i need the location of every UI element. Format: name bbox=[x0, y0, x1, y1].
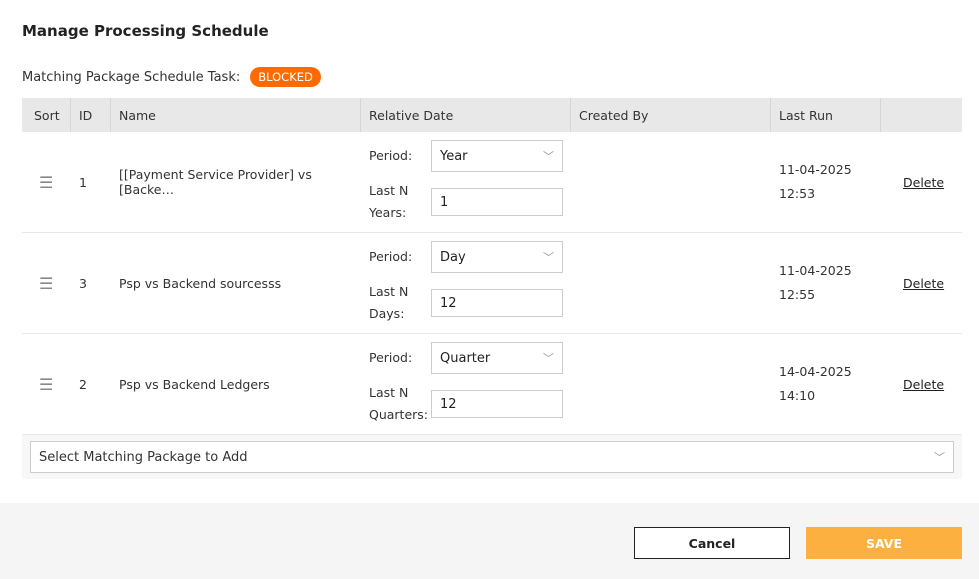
row-last-run: 14-04-2025 14:10 bbox=[771, 360, 881, 408]
col-last-run: Last Run bbox=[771, 98, 881, 132]
drag-handle-icon[interactable]: ☰ bbox=[39, 172, 54, 192]
chevron-down-icon: ﹀ bbox=[543, 150, 554, 163]
task-label: Matching Package Schedule Task: bbox=[22, 69, 241, 85]
period-value: Day bbox=[440, 249, 466, 265]
last-run-time: 12:55 bbox=[779, 287, 816, 302]
col-relative-date: Relative Date bbox=[361, 98, 571, 132]
schedule-table: Sort ID Name Relative Date Created By La… bbox=[22, 98, 962, 479]
last-run-time: 14:10 bbox=[779, 388, 816, 403]
table-row: ☰ 1 [[Payment Service Provider] vs [Back… bbox=[22, 132, 962, 233]
drag-handle-icon[interactable]: ☰ bbox=[39, 273, 54, 293]
col-created-by: Created By bbox=[571, 98, 771, 132]
row-name: [[Payment Service Provider] vs [Backe… bbox=[119, 167, 312, 197]
last-n-input[interactable]: 12 bbox=[431, 289, 563, 317]
period-label: Period: bbox=[369, 249, 413, 264]
last-run-time: 12:53 bbox=[779, 186, 816, 201]
last-n-input[interactable]: 1 bbox=[431, 188, 563, 216]
row-name: Psp vs Backend Ledgers bbox=[119, 376, 270, 392]
last-run-date: 11-04-2025 bbox=[779, 263, 852, 278]
table-row: ☰ 3 Psp vs Backend sourcesss Period: Day… bbox=[22, 233, 962, 334]
task-status: Matching Package Schedule Task: BLOCKED bbox=[22, 67, 321, 87]
table-header: Sort ID Name Relative Date Created By La… bbox=[22, 98, 962, 132]
relative-date: Period: Year ﹀ Last N Years: 1 bbox=[361, 132, 571, 232]
period-value: Year bbox=[440, 148, 468, 164]
row-last-run: 11-04-2025 12:55 bbox=[771, 259, 881, 307]
chevron-down-icon: ﹀ bbox=[934, 451, 945, 464]
period-select[interactable]: Year ﹀ bbox=[431, 140, 563, 172]
row-id: 2 bbox=[79, 376, 87, 392]
last-run-date: 14-04-2025 bbox=[779, 364, 852, 379]
delete-link[interactable]: Delete bbox=[903, 275, 945, 291]
chevron-down-icon: ﹀ bbox=[543, 352, 554, 365]
last-n-label: Last N Quarters: bbox=[369, 385, 429, 422]
save-button[interactable]: SAVE bbox=[806, 527, 962, 559]
add-package-select[interactable]: Select Matching Package to Add ﹀ bbox=[30, 441, 954, 473]
last-run-date: 11-04-2025 bbox=[779, 162, 852, 177]
row-name: Psp vs Backend sourcesss bbox=[119, 275, 282, 291]
last-n-label: Last N Years: bbox=[369, 183, 409, 220]
relative-date: Period: Quarter ﹀ Last N Quarters: 12 bbox=[361, 334, 571, 434]
row-id: 1 bbox=[79, 174, 87, 190]
col-actions bbox=[881, 98, 962, 132]
period-label: Period: bbox=[369, 148, 413, 163]
last-n-label: Last N Days: bbox=[369, 284, 409, 321]
col-id: ID bbox=[71, 98, 111, 132]
chevron-down-icon: ﹀ bbox=[543, 251, 554, 264]
row-id: 3 bbox=[79, 275, 87, 291]
period-value: Quarter bbox=[440, 350, 491, 366]
status-badge: BLOCKED bbox=[250, 67, 321, 87]
table-row: ☰ 2 Psp vs Backend Ledgers Period: Quart… bbox=[22, 334, 962, 435]
footer: Cancel SAVE bbox=[0, 503, 979, 579]
col-name: Name bbox=[111, 98, 361, 132]
period-select[interactable]: Day ﹀ bbox=[431, 241, 563, 273]
period-select[interactable]: Quarter ﹀ bbox=[431, 342, 563, 374]
row-last-run: 11-04-2025 12:53 bbox=[771, 158, 881, 206]
add-package-placeholder: Select Matching Package to Add bbox=[39, 449, 248, 465]
delete-link[interactable]: Delete bbox=[903, 376, 945, 392]
page-title: Manage Processing Schedule bbox=[22, 22, 269, 40]
drag-handle-icon[interactable]: ☰ bbox=[39, 374, 54, 394]
delete-link[interactable]: Delete bbox=[903, 174, 945, 190]
col-sort: Sort bbox=[22, 98, 71, 132]
relative-date: Period: Day ﹀ Last N Days: 12 bbox=[361, 233, 571, 333]
period-label: Period: bbox=[369, 350, 413, 365]
cancel-button[interactable]: Cancel bbox=[634, 527, 790, 559]
last-n-input[interactable]: 12 bbox=[431, 390, 563, 418]
